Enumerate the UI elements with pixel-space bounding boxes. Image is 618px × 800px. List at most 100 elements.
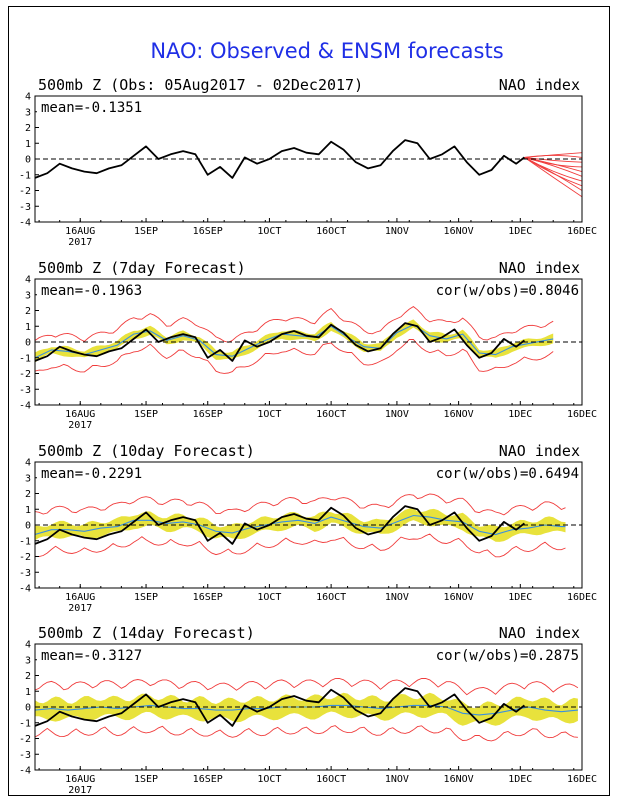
chart-panels: 500mb Z (Obs: 05Aug2017 - 02Dec2017) NAO … xyxy=(19,76,597,796)
plot-area xyxy=(35,493,566,558)
y-tick-label: 4 xyxy=(25,275,31,286)
x-tick-label: 16OCT xyxy=(316,409,346,420)
ensemble-spread-band xyxy=(35,692,578,726)
x-tick-year-label: 2017 xyxy=(68,237,92,248)
chart-panel-4: 500mb Z (14day Forecast) NAO index 4 3 2 1 0 -1… xyxy=(19,624,597,796)
panel-index-label: NAO index xyxy=(499,76,580,94)
ensemble-spread-band xyxy=(35,508,566,542)
y-tick-label: 0 xyxy=(25,155,31,166)
x-tick-label: 16DEC xyxy=(567,774,597,785)
x-tick-label: 1OCT xyxy=(257,409,281,420)
y-tick-label: -1 xyxy=(19,170,31,181)
chart-panel-3: 500mb Z (10day Forecast) NAO index 4 3 2 1 0 -1… xyxy=(19,442,597,614)
chart-panel-2: 500mb Z (7day Forecast) NAO index 4 3 2 1 0 -1 -… xyxy=(19,259,597,431)
cor-label: cor(w/obs)=0.8046 xyxy=(436,283,579,299)
y-tick-label: 3 xyxy=(25,473,31,484)
ensemble-upper-envelope xyxy=(35,677,579,696)
y-tick-label: -2 xyxy=(19,369,31,380)
x-tick-year-label: 2017 xyxy=(68,603,92,614)
y-tick-label: 4 xyxy=(25,458,31,469)
x-tick-label: 1DEC xyxy=(508,226,532,237)
ensemble-lower-envelope xyxy=(35,533,566,558)
observed-nao-line xyxy=(35,505,525,545)
x-tick-label: 16SEP xyxy=(193,592,223,603)
y-tick-label: -1 xyxy=(19,536,31,547)
ensemble-mean-line xyxy=(35,324,554,359)
x-tick-label: 16SEP xyxy=(193,409,223,420)
panel-index-label: NAO index xyxy=(499,624,580,642)
mean-label-bg xyxy=(37,465,141,481)
y-tick-label: 1 xyxy=(25,687,31,698)
x-tick-label: 16AUG xyxy=(65,409,95,420)
x-tick-label: 1DEC xyxy=(508,409,532,420)
plot-area xyxy=(35,306,554,374)
x-tick-label: 1NOV xyxy=(385,592,409,603)
x-tick-year-label: 2017 xyxy=(68,785,92,796)
x-tick-label: 1NOV xyxy=(385,774,409,785)
y-tick-label: 0 xyxy=(25,521,31,532)
x-tick-label: 16DEC xyxy=(567,409,597,420)
y-tick-label: -4 xyxy=(19,218,31,229)
x-tick-label: 16NOV xyxy=(444,774,474,785)
x-tick-label: 1DEC xyxy=(508,592,532,603)
x-tick-label: 1SEP xyxy=(134,226,158,237)
panel-title: 500mb Z (14day Forecast) xyxy=(38,624,255,642)
x-tick-label: 1OCT xyxy=(257,592,281,603)
y-tick-label: -2 xyxy=(19,734,31,745)
observed-nao-line xyxy=(35,687,525,727)
y-tick-label: 2 xyxy=(25,306,31,317)
ensemble-member-line xyxy=(524,155,582,158)
x-tick-label: 1OCT xyxy=(257,226,281,237)
panel-title: 500mb Z (10day Forecast) xyxy=(38,442,255,460)
ensemble-mean-line xyxy=(35,704,578,716)
y-tick-label: 2 xyxy=(25,671,31,682)
mean-label: mean=-0.3127 xyxy=(41,648,142,664)
observed-nao-line xyxy=(35,322,525,362)
x-tick-label: 16AUG xyxy=(65,226,95,237)
y-tick-label: 0 xyxy=(25,703,31,714)
x-tick-label: 16DEC xyxy=(567,226,597,237)
cor-label-bg xyxy=(414,647,580,663)
y-tick-label: 1 xyxy=(25,139,31,150)
y-tick-label: 1 xyxy=(25,505,31,516)
cor-label-bg xyxy=(414,465,580,481)
y-tick-label: -3 xyxy=(19,385,31,396)
y-tick-label: -4 xyxy=(19,766,31,777)
y-tick-label: 4 xyxy=(25,640,31,651)
ensemble-lower-envelope xyxy=(35,725,578,742)
x-tick-label: 16NOV xyxy=(444,409,474,420)
x-tick-label: 16OCT xyxy=(316,592,346,603)
mean-label-bg xyxy=(37,282,141,298)
x-tick-label: 16SEP xyxy=(193,226,223,237)
y-tick-label: -1 xyxy=(19,718,31,729)
mean-label: mean=-0.1351 xyxy=(41,100,142,116)
y-tick-label: -4 xyxy=(19,401,31,412)
ensemble-member-line xyxy=(524,157,582,198)
y-tick-label: 3 xyxy=(25,655,31,666)
panel-index-label: NAO index xyxy=(499,442,580,460)
y-tick-label: 4 xyxy=(25,92,31,103)
y-tick-label: 3 xyxy=(25,107,31,118)
x-tick-label: 16OCT xyxy=(316,774,346,785)
ensemble-upper-envelope xyxy=(35,493,566,516)
ensemble-spread-band xyxy=(35,319,554,363)
cor-label-bg xyxy=(414,282,580,298)
x-tick-label: 1SEP xyxy=(134,409,158,420)
x-tick-year-label: 2017 xyxy=(68,420,92,431)
mean-label: mean=-0.1963 xyxy=(41,283,142,299)
x-tick-label: 1NOV xyxy=(385,226,409,237)
y-tick-label: 3 xyxy=(25,290,31,301)
x-tick-label: 16NOV xyxy=(444,226,474,237)
x-tick-label: 16DEC xyxy=(567,592,597,603)
ensemble-member-line xyxy=(524,156,582,177)
x-tick-label: 1SEP xyxy=(134,592,158,603)
panel-index-label: NAO index xyxy=(499,259,580,277)
figure-frame xyxy=(8,6,610,796)
panel-title: 500mb Z (7day Forecast) xyxy=(38,259,246,277)
y-tick-label: 2 xyxy=(25,489,31,500)
ensemble-upper-envelope xyxy=(35,306,554,343)
y-tick-label: -3 xyxy=(19,568,31,579)
x-tick-label: 16NOV xyxy=(444,592,474,603)
y-tick-label: -2 xyxy=(19,552,31,563)
